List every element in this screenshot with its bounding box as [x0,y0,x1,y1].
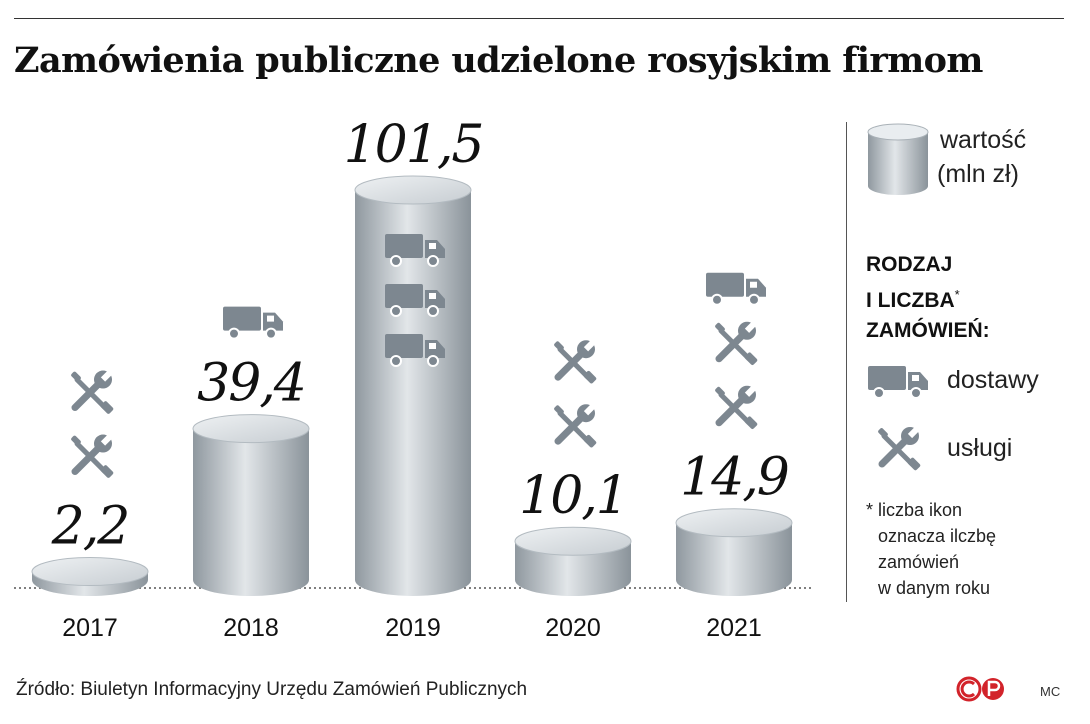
value-label-2019: 101,5 [344,115,483,175]
value-label-2018: 39,4 [197,354,305,414]
bar-cap-2017 [31,557,149,587]
value-label-2020: 10,1 [519,466,627,526]
legend-services-label: usługi [947,434,1013,462]
value-label-2017: 2,2 [51,497,129,557]
legend-divider [846,122,847,602]
year-label-2017: 2017 [62,614,118,642]
legend-note-line1: * liczba ikon [866,500,963,520]
legend-note: * liczba ikon oznacza ilczbę zamówień w … [866,497,996,601]
chart-title: Zamówienia publiczne udzielone rosyjskim… [14,40,983,81]
publisher-logo [956,676,1004,702]
year-label-2020: 2020 [545,614,601,642]
wrench-screwdriver-icon [71,370,114,414]
legend-note-line3: zamówień [878,552,960,572]
legend-heading: RODZAJ I LICZBA* ZAMÓWIEŃ: [866,250,990,346]
truck-icon [385,234,445,267]
legend-heading-line2: I LICZBA* [866,287,960,312]
truck-icon [385,334,445,367]
value-legend-label-2: (mln zł) [937,160,1019,188]
legend-asterisk: * [954,287,960,302]
truck-icon [706,272,766,306]
bar-cap-2021 [675,508,793,538]
bar-cylinder-2021 [676,522,792,596]
wrench-screwdriver-icon [715,385,758,429]
bar-cap-2018 [192,414,310,444]
legend-note-line2: oznacza ilczbę [878,526,997,546]
wrench-screwdriver-icon [71,434,114,478]
truck-icon [385,284,445,317]
bar-cylinder-2020 [515,541,631,596]
author-signature: MC [1040,684,1061,699]
legend-heading-line3: ZAMÓWIEŃ: [866,319,990,342]
chart-canvas: 2,2 2017 39,4 2018 101,5 2019 10,1 2020 14,9 2021 [14,115,812,642]
top-rule [14,18,1064,19]
wrench-screwdriver-icon [554,403,597,448]
value-legend-cylinder [867,123,929,195]
bar-cylinder-2019 [355,190,471,596]
year-label-2018: 2018 [223,614,279,642]
value-legend-label-1: wartość [940,126,1027,154]
wrench-screwdriver-icon [878,426,921,471]
legend-note-line4: w danym roku [878,578,991,598]
legend-deliveries-label: dostawy [947,366,1039,394]
bar-cap-2019 [354,175,472,205]
year-label-2019: 2019 [385,614,441,642]
legend-heading-line1: RODZAJ [866,253,953,276]
bar-cap-2020 [514,526,632,556]
wrench-screwdriver-icon [554,339,597,384]
wrench-screwdriver-icon [715,321,758,365]
year-label-2021: 2021 [706,614,762,642]
value-label-2021: 14,9 [680,448,789,508]
bars-group: 2,2 2017 39,4 2018 101,5 2019 10,1 2020 14,9 2021 [31,115,793,642]
source-note: Źródło: Biuletyn Informacyjny Urzędu Zam… [16,679,528,700]
truck-icon [223,306,283,340]
truck-icon [868,366,928,399]
bar-cylinder-2018 [193,428,309,596]
